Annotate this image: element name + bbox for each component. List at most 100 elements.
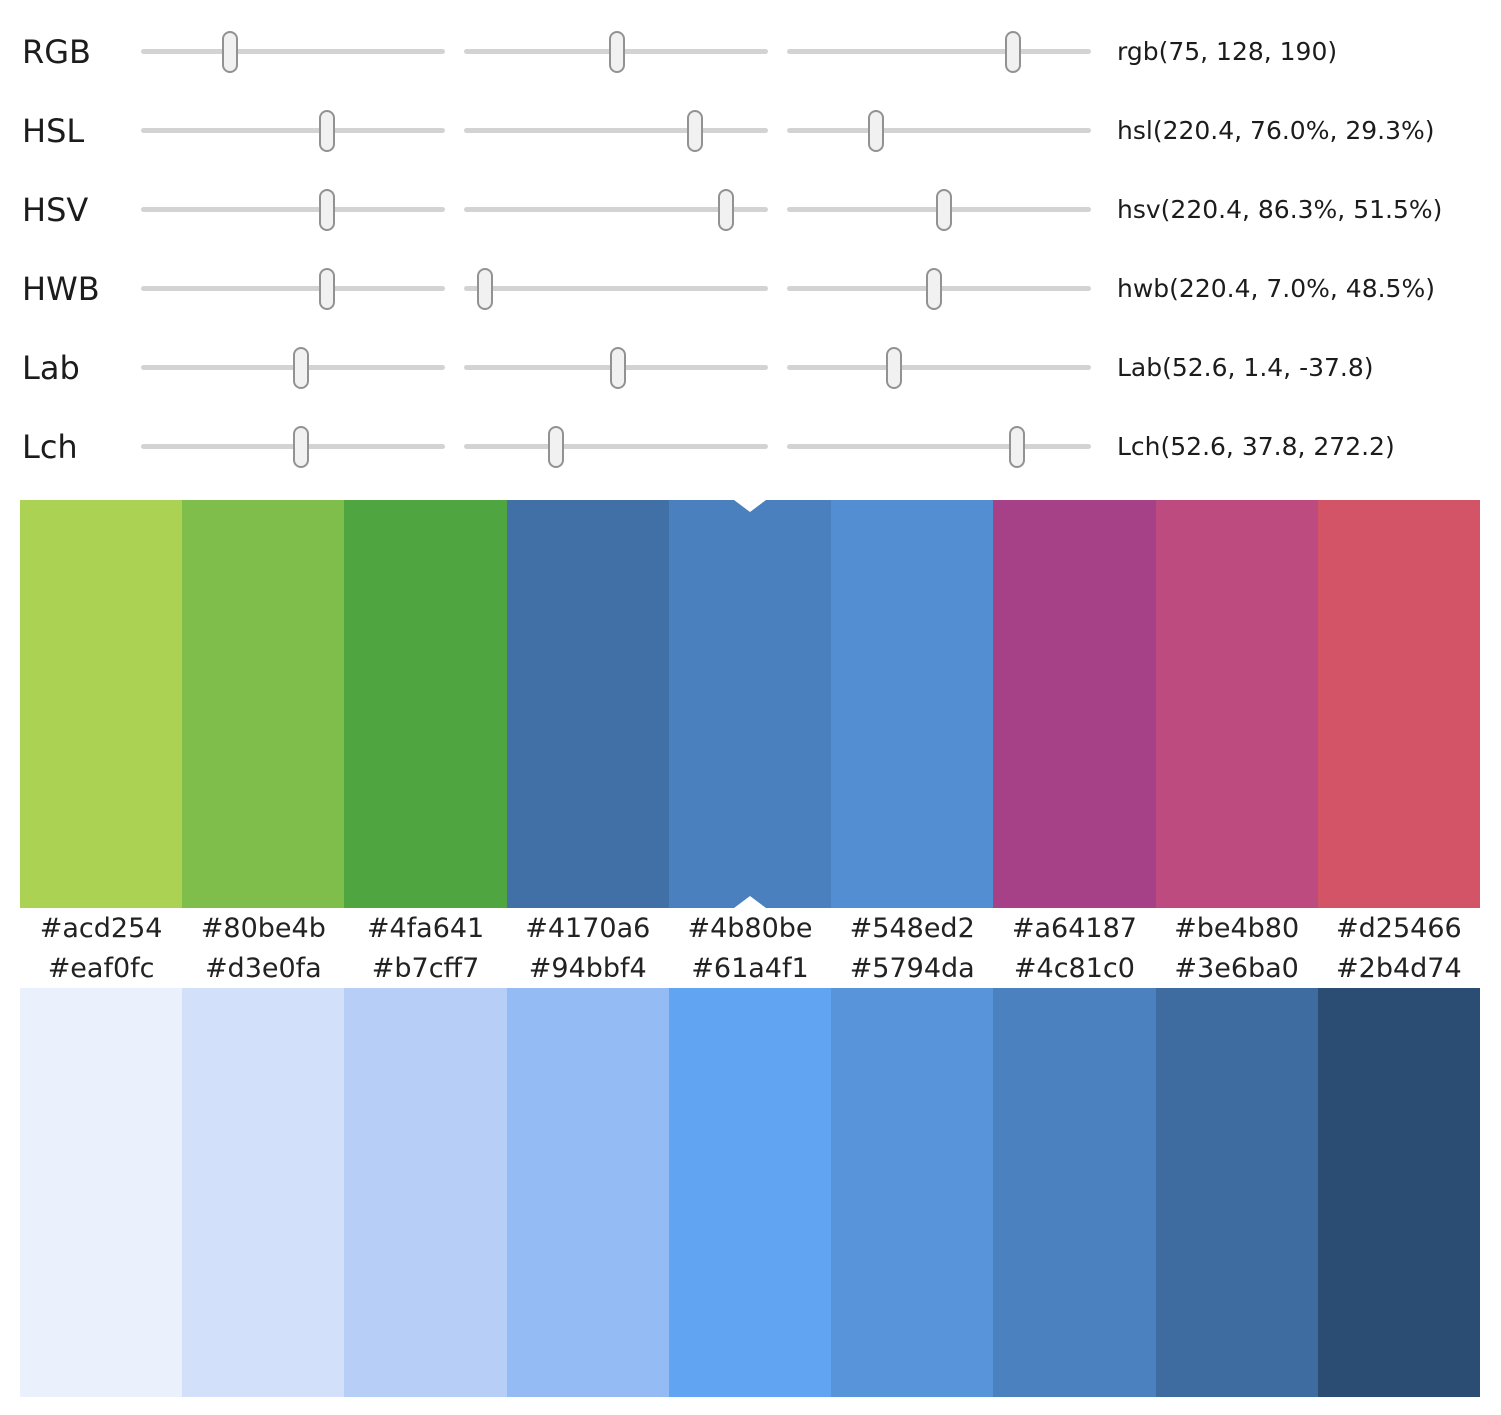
palette-swatch[interactable] xyxy=(20,988,183,1397)
color-model-label-hwb: HWB xyxy=(22,269,100,308)
slider-handle[interactable] xyxy=(319,267,336,310)
palette-swatch[interactable] xyxy=(344,500,507,908)
slider-row-hsv: HSV hsv(220.4, 86.3%, 51.5%) xyxy=(0,170,1501,249)
slider-track[interactable] xyxy=(141,109,445,152)
palette-swatch[interactable] xyxy=(831,500,994,908)
palette-swatch[interactable] xyxy=(182,988,345,1397)
slider-row-rgb: RGB rgb(75, 128, 190) xyxy=(0,12,1501,91)
slider-row-hwb: HWB hwb(220.4, 7.0%, 48.5%) xyxy=(0,249,1501,328)
slider-tracks-hsv xyxy=(141,188,1091,231)
slider-track[interactable] xyxy=(787,425,1091,468)
swatch-hex-label: #548ed2 xyxy=(849,912,975,944)
color-value-text-hsl: hsl(220.4, 76.0%, 29.3%) xyxy=(1117,116,1435,145)
color-sliders-panel: RGB rgb(75, 128, 190) HSL hsl(220.4, 76.… xyxy=(0,0,1501,486)
palette-swatch[interactable] xyxy=(993,988,1156,1397)
swatch-hex-label: #2b4d74 xyxy=(1336,952,1462,984)
slider-handle[interactable] xyxy=(222,30,239,73)
palette-swatch[interactable] xyxy=(1317,988,1480,1397)
swatch-hex-label: #d3e0fa xyxy=(204,952,322,984)
hue-palette-hex-labels: #acd254 #80be4b #4fa641 #4170a6 #4b80be … xyxy=(20,908,1480,948)
hue-palette xyxy=(20,500,1480,908)
swatch-hex-label: #4fa641 xyxy=(366,912,485,944)
slider-handle[interactable] xyxy=(1005,30,1022,73)
slider-track[interactable] xyxy=(141,30,445,73)
color-value-text-hsv: hsv(220.4, 86.3%, 51.5%) xyxy=(1117,195,1443,224)
slider-handle[interactable] xyxy=(935,188,952,231)
swatch-hex-label: #61a4f1 xyxy=(691,952,809,984)
swatch-hex-label: #3e6ba0 xyxy=(1174,952,1299,984)
slider-handle[interactable] xyxy=(718,188,735,231)
slider-tracks-hwb xyxy=(141,267,1091,310)
selected-swatch-notch-bottom xyxy=(733,896,766,908)
slider-tracks-lch xyxy=(141,425,1091,468)
slider-track[interactable] xyxy=(464,267,768,310)
swatch-hex-label: #d25466 xyxy=(1336,912,1462,944)
slider-row-lch: Lch Lch(52.6, 37.8, 272.2) xyxy=(0,407,1501,486)
palette-swatch[interactable] xyxy=(1155,988,1318,1397)
swatch-hex-label: #80be4b xyxy=(200,912,326,944)
selected-swatch-notch-top xyxy=(733,500,766,512)
palette-swatch[interactable] xyxy=(993,500,1156,908)
palette-swatch[interactable] xyxy=(506,988,669,1397)
color-model-label-hsv: HSV xyxy=(22,190,89,229)
color-model-label-lab: Lab xyxy=(22,348,80,387)
slider-track[interactable] xyxy=(141,267,445,310)
palette-swatch[interactable] xyxy=(1317,500,1480,908)
slider-handle[interactable] xyxy=(547,425,564,468)
swatch-hex-label: #5794da xyxy=(849,952,975,984)
slider-track[interactable] xyxy=(464,188,768,231)
palette-swatch[interactable] xyxy=(668,988,832,1397)
swatch-hex-label: #4c81c0 xyxy=(1013,952,1135,984)
color-model-label-hsl: HSL xyxy=(22,111,85,150)
slider-tracks-lab xyxy=(141,346,1091,389)
swatch-hex-label: #a64187 xyxy=(1011,912,1137,944)
color-model-label-rgb: RGB xyxy=(22,32,91,71)
slider-handle[interactable] xyxy=(292,425,309,468)
slider-track[interactable] xyxy=(464,346,768,389)
slider-track[interactable] xyxy=(464,425,768,468)
slider-tracks-rgb xyxy=(141,30,1091,73)
palette-swatch[interactable] xyxy=(344,988,507,1397)
swatch-hex-label: #be4b80 xyxy=(1174,912,1300,944)
tint-palette-hex-labels: #eaf0fc #d3e0fa #b7cff7 #94bbf4 #61a4f1 … xyxy=(20,948,1480,988)
slider-track[interactable] xyxy=(141,425,445,468)
swatch-hex-label: #94bbf4 xyxy=(528,952,647,984)
slider-track[interactable] xyxy=(141,346,445,389)
slider-track[interactable] xyxy=(787,346,1091,389)
slider-row-hsl: HSL hsl(220.4, 76.0%, 29.3%) xyxy=(0,91,1501,170)
slider-handle[interactable] xyxy=(868,109,885,152)
swatch-hex-label: #b7cff7 xyxy=(371,952,480,984)
color-model-label-lch: Lch xyxy=(22,427,78,466)
slider-handle[interactable] xyxy=(926,267,943,310)
palette-swatch[interactable] xyxy=(506,500,669,908)
slider-track[interactable] xyxy=(464,30,768,73)
slider-track[interactable] xyxy=(787,30,1091,73)
swatch-hex-label: #4b80be xyxy=(687,912,813,944)
swatch-hex-label: #eaf0fc xyxy=(47,952,155,984)
color-value-text-lab: Lab(52.6, 1.4, -37.8) xyxy=(1117,353,1374,382)
slider-track[interactable] xyxy=(787,267,1091,310)
color-value-text-lch: Lch(52.6, 37.8, 272.2) xyxy=(1117,432,1395,461)
slider-handle[interactable] xyxy=(1008,425,1025,468)
slider-track[interactable] xyxy=(787,109,1091,152)
slider-handle[interactable] xyxy=(477,267,494,310)
palette-swatch[interactable] xyxy=(831,988,994,1397)
slider-handle[interactable] xyxy=(610,346,627,389)
slider-track[interactable] xyxy=(141,188,445,231)
tint-palette xyxy=(20,988,1480,1397)
color-value-text-hwb: hwb(220.4, 7.0%, 48.5%) xyxy=(1117,274,1435,303)
color-value-text-rgb: rgb(75, 128, 190) xyxy=(1117,37,1338,66)
palette-swatch[interactable] xyxy=(1155,500,1318,908)
palette-swatch[interactable] xyxy=(20,500,183,908)
slider-handle[interactable] xyxy=(319,109,336,152)
palette-swatch-selected[interactable] xyxy=(668,500,832,908)
palette-swatch[interactable] xyxy=(182,500,345,908)
slider-track[interactable] xyxy=(464,109,768,152)
slider-handle[interactable] xyxy=(687,109,704,152)
swatch-hex-label: #acd254 xyxy=(39,912,163,944)
slider-track[interactable] xyxy=(787,188,1091,231)
slider-handle[interactable] xyxy=(319,188,336,231)
slider-handle[interactable] xyxy=(292,346,309,389)
slider-handle[interactable] xyxy=(886,346,902,389)
slider-handle[interactable] xyxy=(608,30,625,73)
